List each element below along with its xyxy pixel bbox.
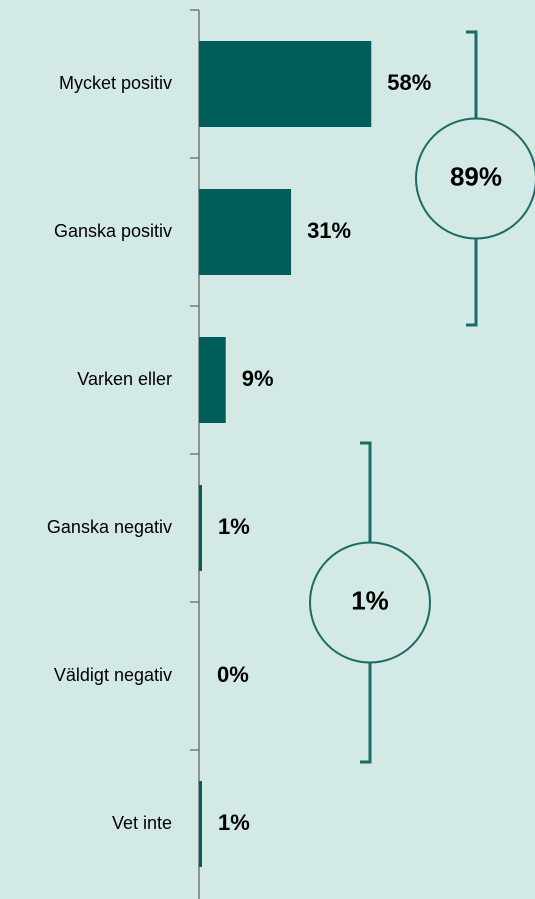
category-label: Väldigt negativ [54,665,172,685]
group-circle [415,117,535,240]
bar [199,41,372,127]
value-label: 9% [242,366,274,391]
value-label: 31% [307,218,351,243]
group-total: 89% [450,161,502,191]
value-label: 1% [218,514,250,539]
category-label: Varken eller [77,369,172,389]
category-label: Mycket positiv [59,73,172,93]
bar [199,189,292,275]
value-label: 58% [387,70,431,95]
category-label: Ganska positiv [54,221,172,241]
value-label: 1% [218,810,250,835]
group-circle [309,541,431,664]
bar [199,337,226,423]
category-label: Ganska negativ [47,517,172,537]
bar [199,781,202,867]
bar [199,485,202,571]
category-label: Vet inte [112,813,172,833]
value-label: 0% [217,662,249,687]
group-total: 1% [351,585,389,615]
